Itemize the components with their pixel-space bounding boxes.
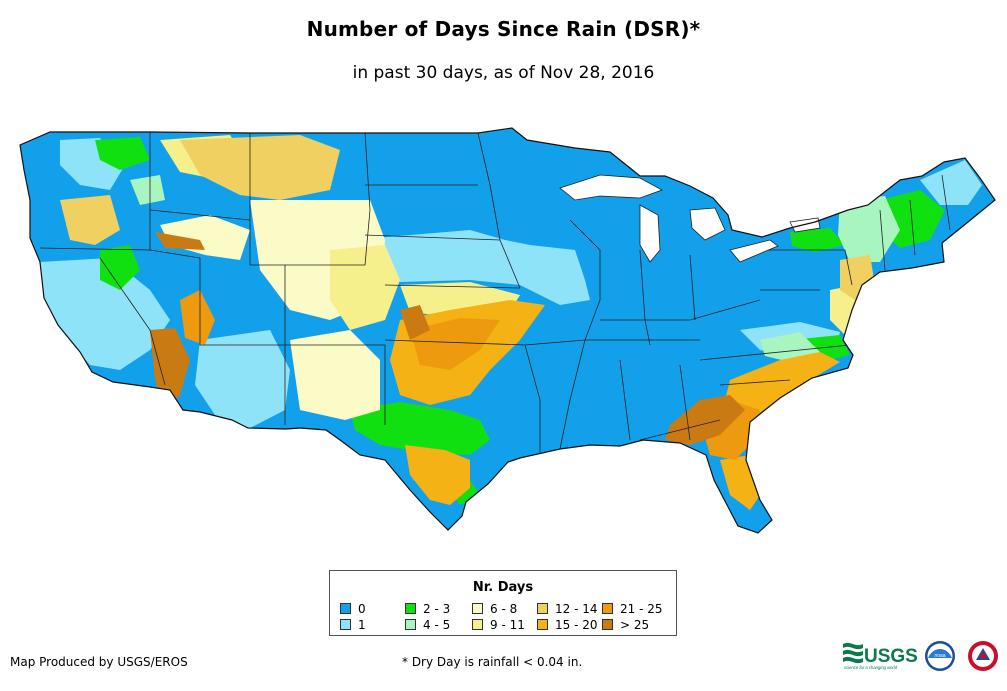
legend-item: 15 - 20 xyxy=(537,619,598,632)
legend-item: 6 - 8 xyxy=(472,603,517,616)
usgs-logo: USGS science for a changing world xyxy=(843,642,918,670)
region-1-day-arizona xyxy=(195,330,290,428)
legend-item: 2 - 3 xyxy=(405,603,450,616)
legend-box: Nr. Days 0 1 2 - 3 4 - 5 6 - 8 9 - 11 12 - 14 1… xyxy=(329,570,677,636)
legend-label: 12 - 14 xyxy=(555,602,598,616)
region-12-14-days-montana xyxy=(180,135,340,200)
legend-swatch xyxy=(602,603,613,614)
region-over-25-days-idaho xyxy=(155,232,205,250)
state-boundaries xyxy=(39,132,951,460)
region-15-20-days-south-texas xyxy=(405,445,470,505)
legend-title: Nr. Days xyxy=(472,580,534,595)
region-21-25-days-oklahoma xyxy=(410,318,500,370)
lake-erie xyxy=(729,239,779,263)
region-2-3-days-nevada xyxy=(100,245,140,290)
legend-swatch xyxy=(602,619,613,630)
region-over-25-days-oklahoma-panhandle xyxy=(400,305,430,340)
legend-swatch xyxy=(537,619,548,630)
legend-label: 9 - 11 xyxy=(490,618,525,632)
noaa-logo: noaa xyxy=(925,641,955,671)
region-4-5-days-virginia xyxy=(760,332,820,362)
legend-swatch xyxy=(405,603,416,614)
region-over-25-days-georgia xyxy=(665,395,745,445)
legend-label: 6 - 8 xyxy=(490,602,518,616)
legend-label: > 25 xyxy=(620,618,650,632)
legend-label: 15 - 20 xyxy=(555,618,598,632)
agency-logos: USGS science for a changing world noaa xyxy=(843,641,998,671)
legend-item: 0 xyxy=(340,603,366,616)
lake-superior xyxy=(559,174,663,201)
lake-michigan xyxy=(639,204,661,263)
legend-label: 2 - 3 xyxy=(423,602,451,616)
legend-item: 1 xyxy=(340,619,366,632)
legend-swatch xyxy=(537,603,548,614)
region-6-8-days-idaho xyxy=(160,215,250,260)
legend-item: 9 - 11 xyxy=(472,619,525,632)
legend-label: 0 xyxy=(358,602,366,616)
legend-swatch xyxy=(472,603,483,614)
region-6-8-days-new-mexico xyxy=(290,330,380,420)
region-1-day-maine xyxy=(920,160,982,205)
region-9-11-days-colorado xyxy=(330,245,400,330)
region-4-5-days-northeast xyxy=(838,196,900,262)
noaa-wordmark: noaa xyxy=(934,653,945,659)
region-12-14-days-new-jersey xyxy=(840,255,875,300)
legend-item: 12 - 14 xyxy=(537,603,598,616)
map-subtitle: in past 30 days, as of Nov 28, 2016 xyxy=(352,63,655,83)
legend-item: > 25 xyxy=(602,619,649,632)
legend-item: 21 - 25 xyxy=(602,603,663,616)
legend-swatch xyxy=(340,619,351,630)
legend-swatch xyxy=(472,619,483,630)
region-2-3-days-new-york xyxy=(790,228,845,252)
legend-swatch xyxy=(340,603,351,614)
nws-logo xyxy=(968,641,998,671)
legend-label: 4 - 5 xyxy=(423,618,451,632)
usgs-wordmark: USGS xyxy=(864,646,918,667)
legend-label: 21 - 25 xyxy=(620,602,663,616)
region-21-25-days-utah xyxy=(180,290,215,345)
region-2-3-days-washington xyxy=(95,137,150,170)
region-4-5-days-idaho xyxy=(130,175,165,205)
lake-huron xyxy=(689,207,726,241)
region-12-14-days-oregon xyxy=(60,195,120,245)
legend-item: 4 - 5 xyxy=(405,619,450,632)
usgs-tagline: science for a changing world xyxy=(844,665,898,670)
map-title: Number of Days Since Rain (DSR)* xyxy=(306,17,701,41)
legend-label: 1 xyxy=(358,618,366,632)
producer-credit: Map Produced by USGS/EROS xyxy=(10,655,188,669)
region-1-day-plains xyxy=(375,230,590,305)
legend-swatch xyxy=(405,619,416,630)
dry-day-note: * Dry Day is rainfall < 0.04 in. xyxy=(402,655,583,669)
region-15-20-days-carolinas xyxy=(720,352,840,420)
